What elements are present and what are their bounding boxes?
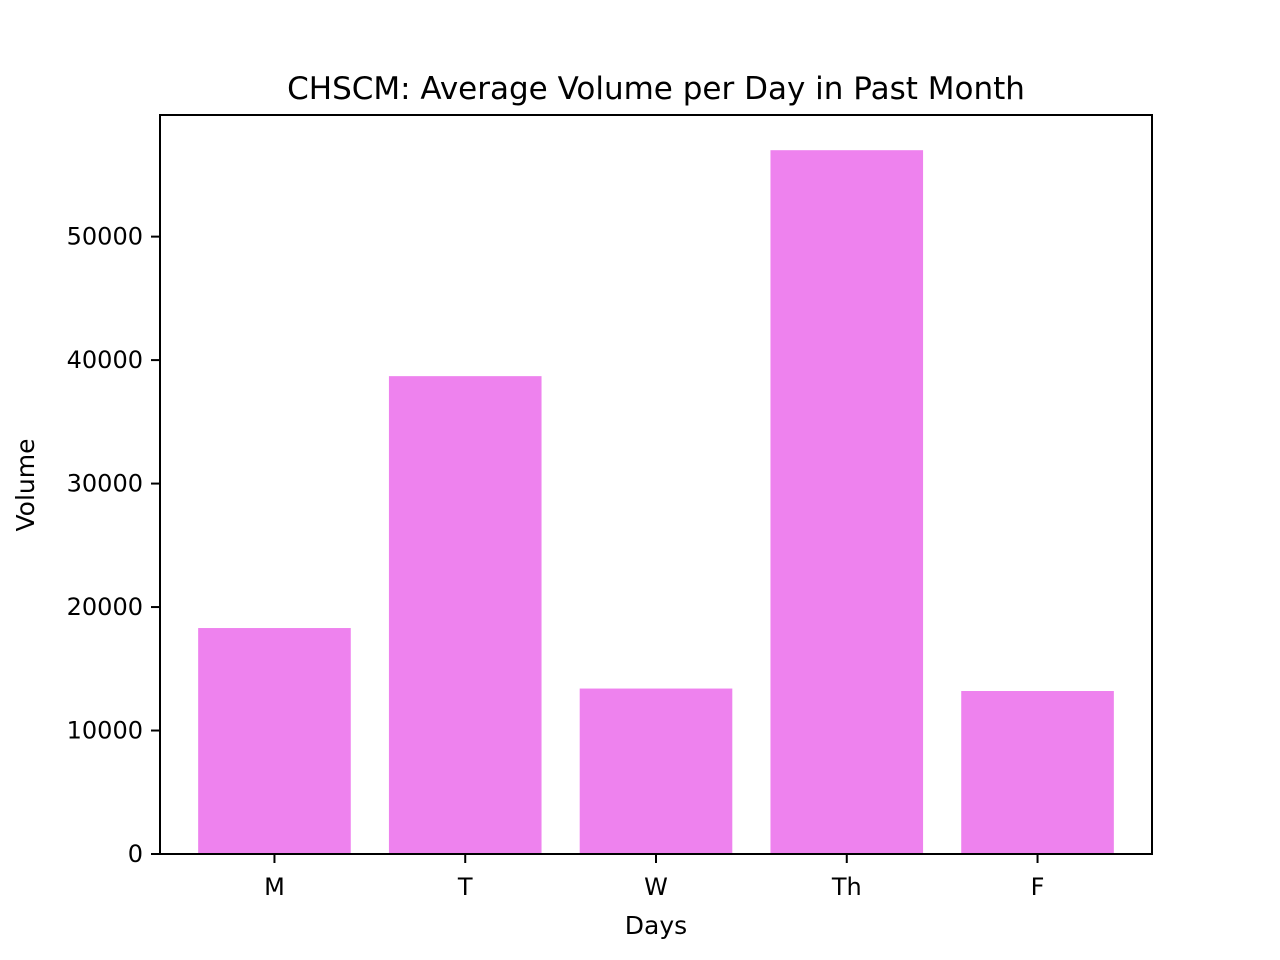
chart-title: CHSCM: Average Volume per Day in Past Mo… bbox=[287, 71, 1025, 107]
x-axis-label: Days bbox=[625, 911, 687, 940]
x-tick-label: M bbox=[264, 873, 285, 901]
x-axis-ticks: M T W Th F bbox=[264, 854, 1044, 901]
y-tick-label: 50000 bbox=[67, 223, 143, 251]
bar-T bbox=[388, 376, 542, 854]
x-tick-label: F bbox=[1031, 873, 1045, 901]
bar-F bbox=[961, 691, 1114, 854]
x-tick-label: W bbox=[644, 873, 668, 901]
y-tick-label: 0 bbox=[128, 840, 143, 868]
y-tick-label: 10000 bbox=[67, 717, 143, 745]
bar-M bbox=[198, 628, 351, 854]
y-tick-label: 20000 bbox=[67, 593, 143, 621]
bars-group bbox=[198, 150, 1114, 854]
x-tick-label: Th bbox=[831, 873, 862, 901]
bar-W bbox=[579, 688, 733, 854]
y-axis-label: Volume bbox=[11, 439, 40, 532]
bar-Th bbox=[770, 150, 924, 854]
y-tick-label: 30000 bbox=[67, 470, 143, 498]
y-tick-label: 40000 bbox=[67, 346, 143, 374]
y-axis-ticks: 0 10000 20000 30000 40000 50000 bbox=[67, 223, 160, 868]
x-tick-label: T bbox=[457, 873, 473, 901]
